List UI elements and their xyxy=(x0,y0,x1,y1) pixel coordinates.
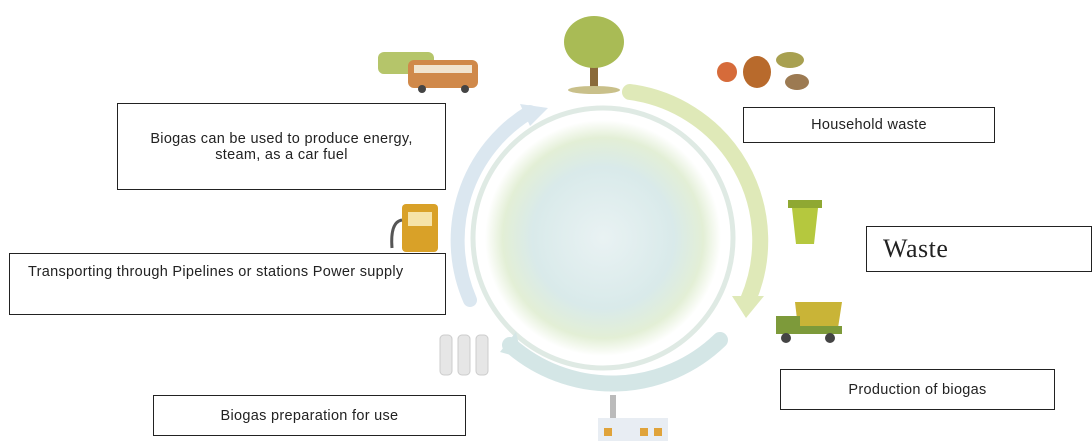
transport-box: Transporting through Pipelines or statio… xyxy=(9,253,446,315)
fuel-pump-icon xyxy=(392,204,438,252)
tree-icon xyxy=(564,16,624,94)
bin-icon xyxy=(788,200,822,244)
household-box: Household waste xyxy=(743,107,995,143)
production-box: Production of biogas xyxy=(780,369,1055,410)
page: Biogas can be used to produce energy, st… xyxy=(0,0,1092,441)
food-waste-icon xyxy=(717,52,809,90)
waste-box: Waste xyxy=(866,226,1092,272)
bus-icon xyxy=(378,52,478,93)
truck-icon xyxy=(776,302,842,343)
factory-icon xyxy=(598,395,668,441)
gas-cylinders-icon xyxy=(440,335,488,375)
use-box: Biogas can be used to produce energy, st… xyxy=(117,103,446,190)
preparation-box: Biogas preparation for use xyxy=(153,395,466,436)
arrow-head xyxy=(732,296,764,318)
center-disc xyxy=(485,120,721,356)
